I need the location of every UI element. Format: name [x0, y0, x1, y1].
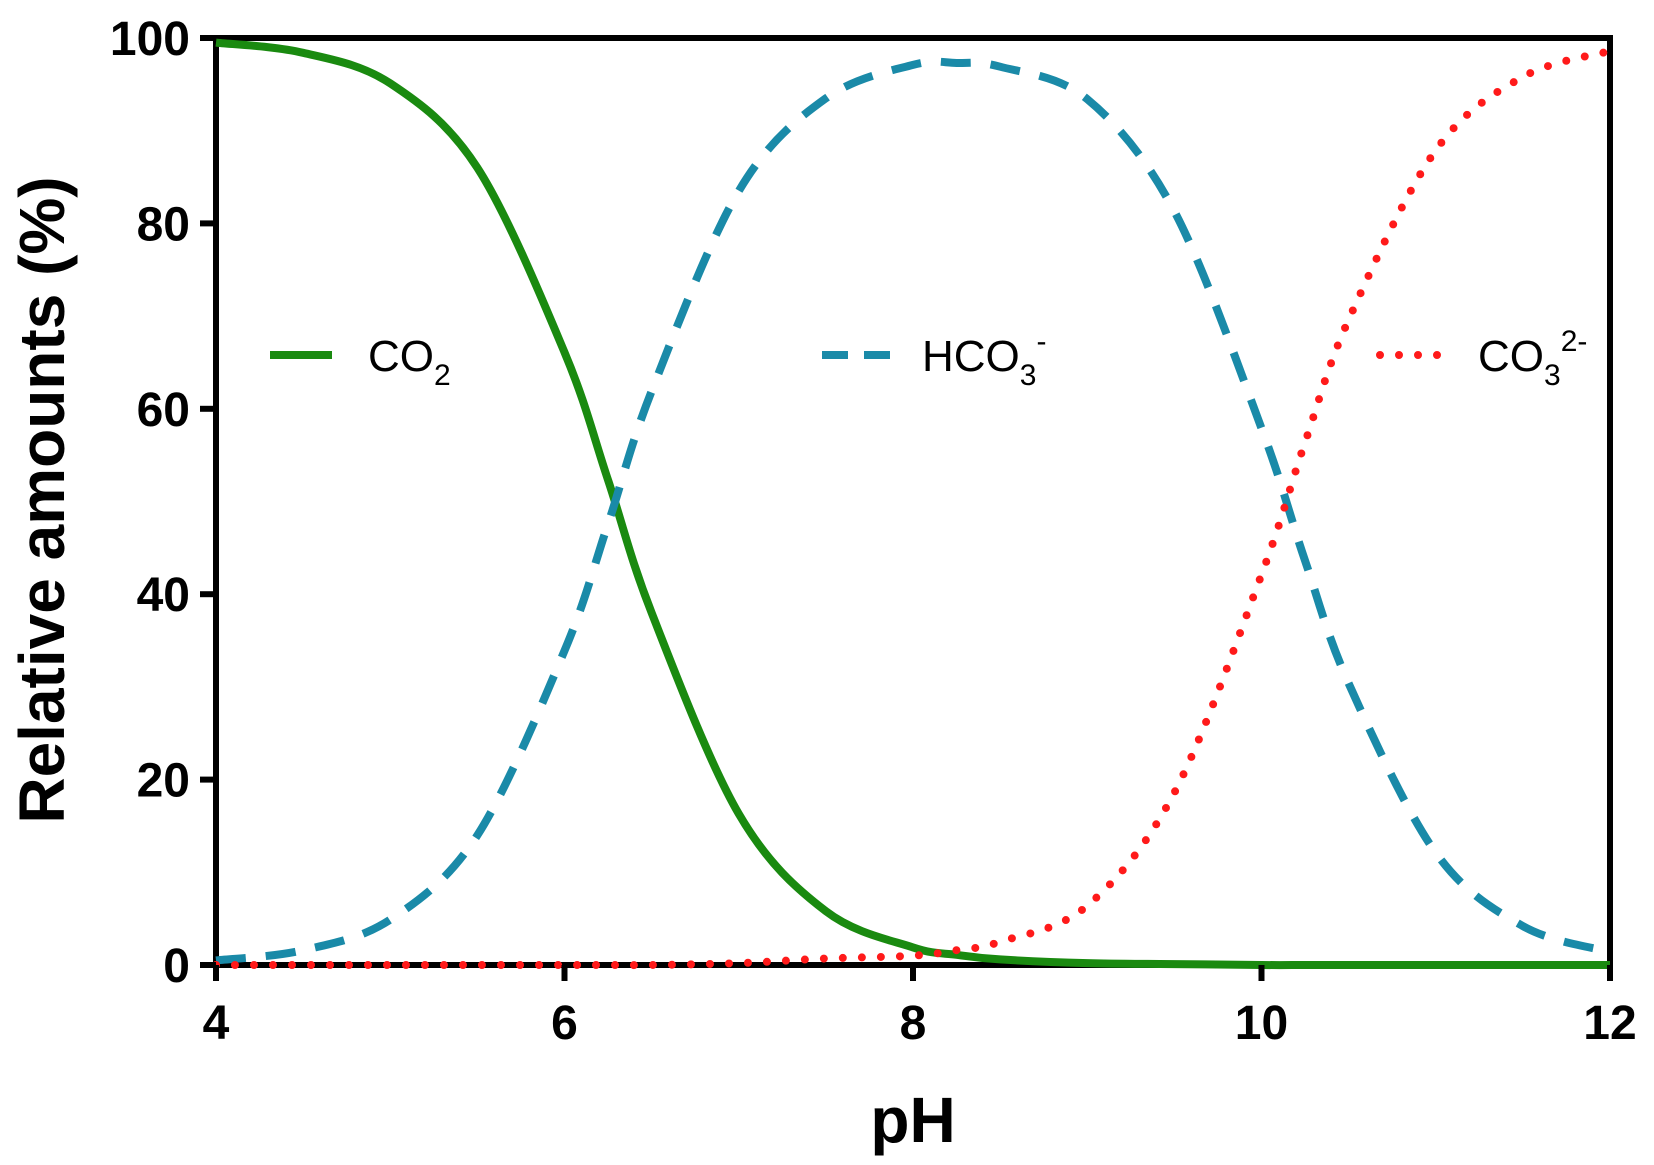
- series-line-1: [215, 57, 1612, 965]
- x-tick-label: 10: [1235, 997, 1288, 1050]
- plot-area: [213, 35, 1613, 968]
- y-axis-ticks: 0 20 40 60 80 100: [110, 13, 216, 993]
- y-tick-label: 100: [110, 13, 190, 66]
- legend-label-0: CO2: [368, 332, 451, 392]
- y-tick-label: 40: [137, 569, 190, 622]
- x-axis-title: pH: [870, 1084, 955, 1156]
- y-tick-label: 20: [137, 755, 190, 808]
- y-tick-label: 60: [137, 384, 190, 437]
- y-axis-title: Relative amounts (%): [6, 176, 78, 823]
- x-tick-label: 6: [551, 997, 578, 1050]
- x-tick-label: 4: [203, 997, 230, 1050]
- x-tick-label: 8: [900, 997, 927, 1050]
- series-line-0: [215, 38, 1610, 970]
- series-line-2: [212, 47, 1614, 970]
- legend: CO2 HCO3- CO32-: [270, 325, 1587, 392]
- legend-label-1: HCO3-: [922, 325, 1046, 392]
- legend-label-2: CO32-: [1478, 325, 1587, 392]
- y-tick-label: 80: [137, 198, 190, 251]
- x-axis-ticks: 4 6 8 10 12: [203, 965, 1637, 1050]
- x-tick-label: 12: [1583, 997, 1636, 1050]
- y-tick-label: 0: [163, 940, 190, 993]
- series-lines: [212, 38, 1614, 970]
